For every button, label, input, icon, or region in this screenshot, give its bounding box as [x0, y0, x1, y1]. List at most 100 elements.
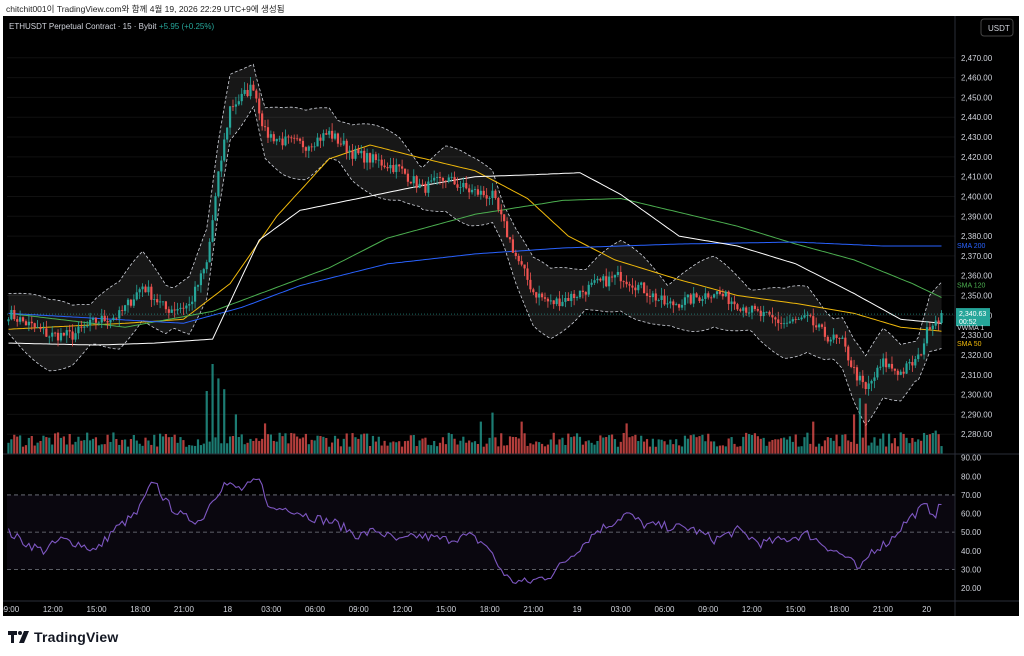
candle-body: [39, 327, 42, 330]
candle-body: [403, 168, 407, 174]
time-tick-label: 06:00: [305, 605, 326, 614]
volume-bar: [59, 437, 63, 454]
candle-body: [809, 315, 812, 317]
candle-body: [336, 133, 340, 144]
volume-bar: [479, 421, 482, 454]
volume-bar: [231, 435, 235, 454]
candle-body: [465, 182, 468, 189]
volume-bar: [756, 436, 759, 454]
volume-bar: [887, 433, 891, 454]
volume-bar: [613, 439, 617, 454]
volume-bars: [7, 364, 943, 454]
candle-body: [794, 319, 797, 320]
volume-bar: [240, 434, 243, 454]
volume-bar: [695, 437, 698, 454]
volume-bar: [838, 446, 841, 454]
candle-body: [360, 150, 363, 154]
candle-body: [482, 190, 485, 196]
volume-bar: [925, 434, 929, 454]
candle-body: [258, 98, 261, 114]
volume-bar: [275, 441, 278, 454]
candle-body: [86, 325, 89, 327]
candle-body: [205, 262, 208, 270]
candle-body: [543, 297, 547, 299]
volume-bar: [532, 444, 535, 454]
candle-body: [934, 320, 937, 326]
candle-body: [500, 209, 503, 215]
candle-body: [293, 137, 296, 139]
volume-bar: [672, 444, 675, 454]
candle-body: [228, 106, 232, 128]
candle-body: [479, 190, 482, 195]
chart-container[interactable]: 2,470.00 2,460.00 2,450.00 2,440.00 2,430.00…: [3, 16, 1019, 616]
candle-body: [179, 307, 182, 310]
candle-body: [202, 269, 205, 274]
candle-body: [902, 371, 905, 374]
candle-body: [24, 321, 28, 326]
volume-bar: [296, 436, 299, 454]
volume-bar: [491, 412, 494, 454]
volume-bar: [689, 435, 692, 454]
candle-body: [42, 328, 45, 330]
volume-bar: [208, 441, 211, 454]
volume-bar: [806, 432, 809, 454]
volume-bar: [86, 432, 89, 454]
currency-button-label[interactable]: USDT: [988, 24, 1010, 33]
volume-bar: [922, 432, 926, 454]
volume-bar: [771, 439, 774, 454]
volume-bar: [331, 442, 334, 454]
volume-bar: [564, 444, 567, 454]
volume-bar: [220, 443, 223, 454]
price-tick-label: 2,380.00: [961, 232, 993, 241]
rsi-tick-label: 90.00: [961, 454, 982, 463]
candle-body: [485, 195, 488, 199]
price-chart[interactable]: 2,470.00 2,460.00 2,450.00 2,440.00 2,430.00…: [3, 16, 1019, 616]
candle-body: [153, 299, 156, 300]
volume-bar: [535, 441, 538, 454]
candle-body: [10, 310, 13, 320]
candle-body: [526, 268, 529, 280]
volume-bar: [704, 441, 707, 454]
volume-bar: [832, 440, 835, 454]
volume-bar: [815, 446, 818, 454]
price-tick-label: 2,300.00: [961, 391, 993, 400]
volume-bar: [138, 443, 141, 454]
volume-bar: [855, 443, 859, 454]
volume-bar: [392, 441, 395, 454]
candle-body: [191, 301, 194, 305]
candle-body: [138, 289, 141, 293]
candle-body: [97, 322, 100, 324]
volume-bar: [339, 446, 342, 454]
candle-body: [756, 309, 759, 311]
price-tick-label: 2,440.00: [961, 113, 993, 122]
volume-bar: [366, 433, 369, 454]
volume-bar: [135, 440, 138, 454]
candle-body: [217, 171, 220, 197]
volume-bar: [608, 435, 611, 454]
volume-bar: [246, 442, 249, 454]
candle-body: [310, 146, 313, 148]
volume-bar: [488, 437, 491, 454]
candle-body: [672, 301, 675, 306]
price-tick-label: 2,280.00: [961, 430, 993, 439]
candle-body: [730, 301, 733, 305]
volume-bar: [357, 438, 360, 454]
volume-bar: [634, 434, 637, 454]
candle-body: [16, 319, 19, 322]
candle-body: [841, 337, 844, 339]
candle-body: [357, 148, 360, 154]
volume-bar: [470, 442, 474, 454]
candle-body: [348, 150, 351, 153]
volume-bar: [780, 438, 783, 454]
candle-body: [908, 362, 911, 364]
time-tick-label: 03:00: [261, 605, 282, 614]
volume-bar: [896, 446, 899, 454]
candle-body: [692, 293, 695, 304]
candle-body: [366, 153, 369, 163]
currency-button[interactable]: [980, 18, 1014, 37]
volume-bar: [759, 438, 762, 454]
candle-body: [727, 291, 730, 305]
grid-lines: [7, 57, 955, 435]
candle-body: [296, 138, 299, 140]
volume-bar: [156, 446, 159, 454]
